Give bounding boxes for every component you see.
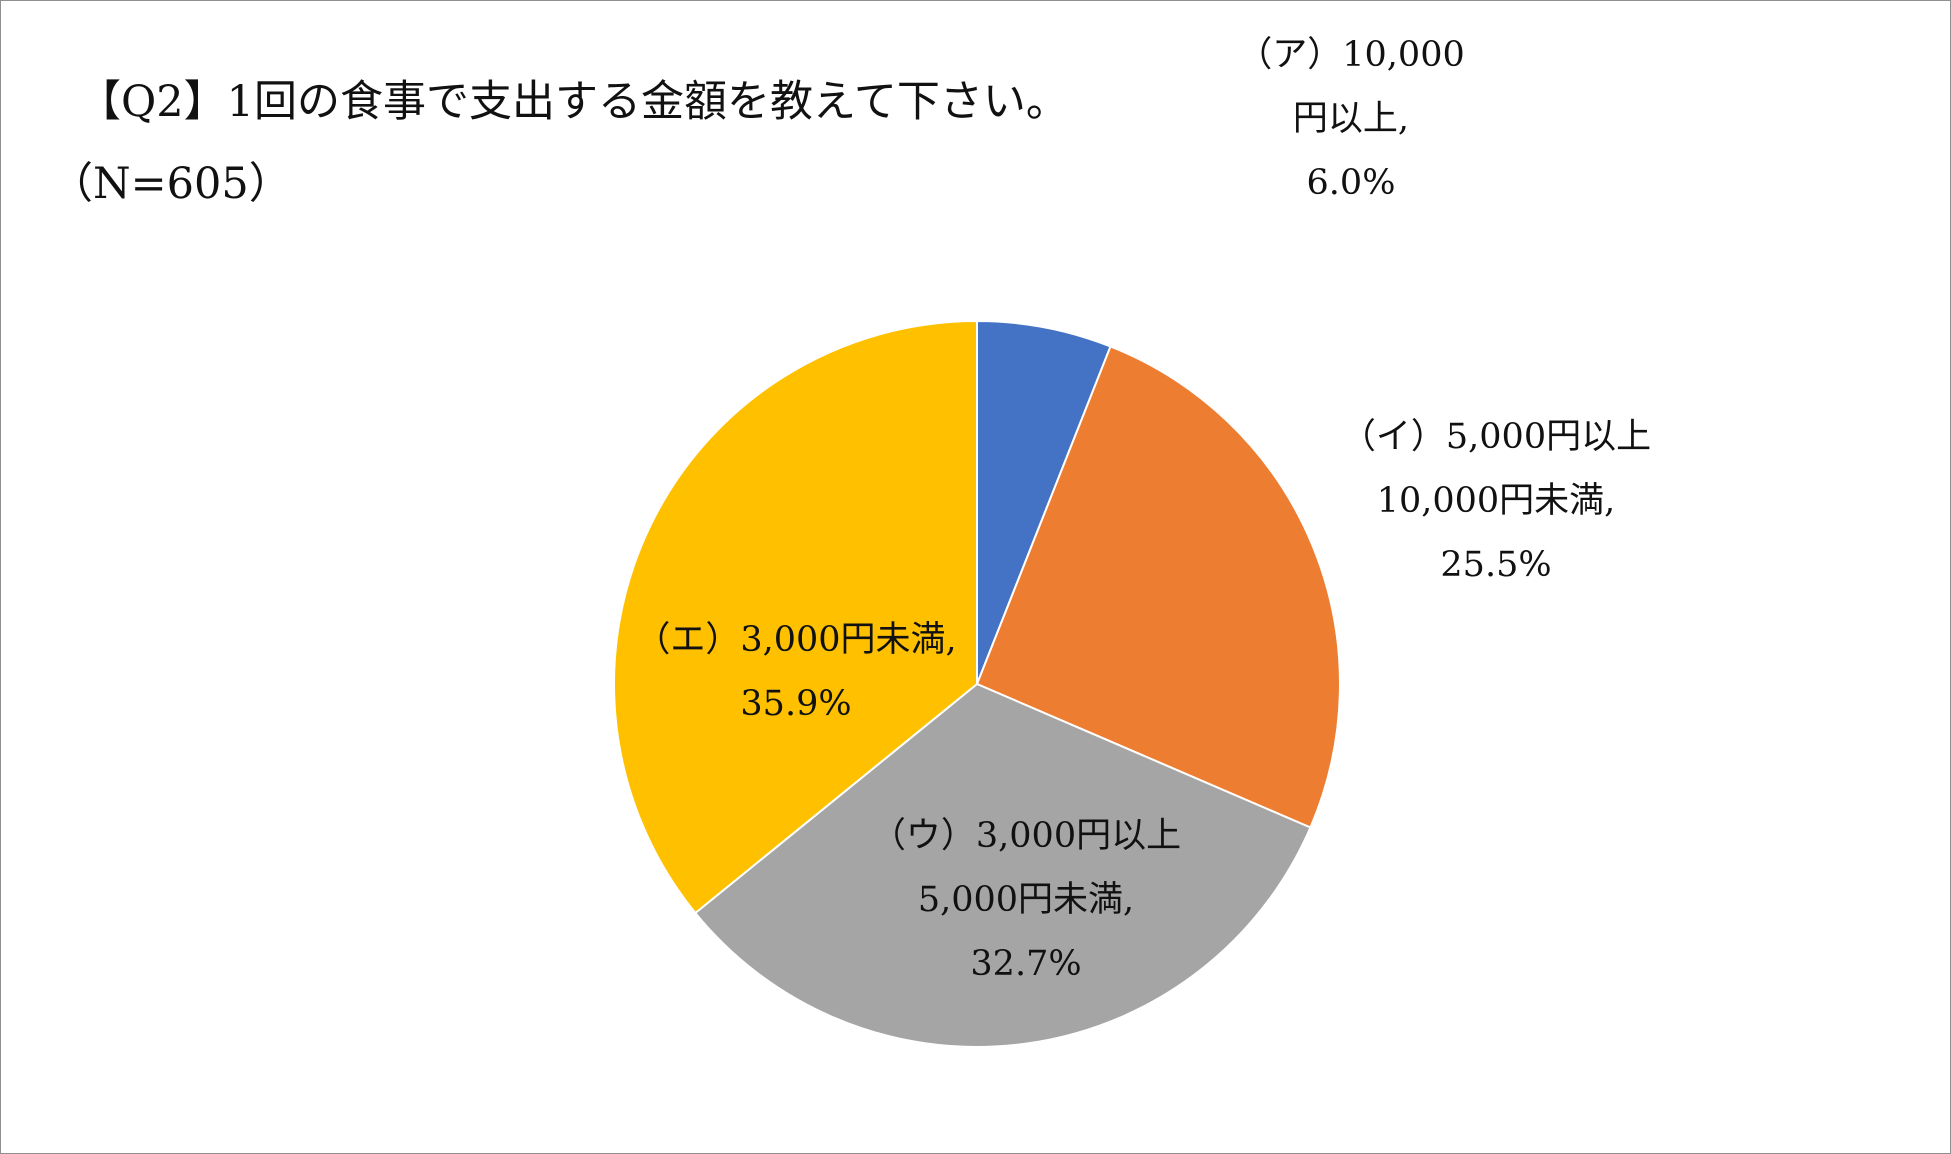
pie-label-3-line-2: 5,000円未満,: [918, 880, 1134, 920]
pie-slice-4: [613, 319, 978, 915]
pie-slice-1: [976, 319, 1112, 685]
pie-label-1: （ア）10,000 円以上, 6.0%: [1237, 35, 1464, 203]
pie-slice-2: [975, 345, 1341, 829]
pie-label-4-line-2: 35.9%: [740, 684, 851, 724]
pie-label-4: （エ）3,000円未満, 35.9%: [635, 620, 956, 724]
pie-label-3: （ウ）3,000円以上 5,000円未満, 32.7%: [871, 816, 1181, 984]
pie-label-2-line-2: 10,000円未満,: [1377, 481, 1616, 521]
pie-label-4-line-1: （エ）3,000円未満,: [635, 620, 956, 660]
pie-label-1-line-2: 円以上,: [1293, 99, 1409, 139]
pie-label-1-line-1: （ア）10,000: [1237, 35, 1464, 75]
pie-slices: [613, 319, 1341, 1048]
pie-label-1-line-3: 6.0%: [1307, 163, 1396, 203]
pie-labels: （ア）10,000 円以上, 6.0% （イ）5,000円以上 10,000円未満, 25…: [635, 35, 1651, 984]
pie-label-3-line-1: （ウ）3,000円以上: [871, 816, 1181, 856]
pie-label-2-line-3: 25.5%: [1440, 545, 1551, 585]
pie-slice-3: [693, 682, 1312, 1048]
chart-title: 【Q2】1回の食事で支出する金額を教えて下さい。: [78, 77, 1069, 127]
chart-subtitle: （N=605）: [50, 159, 292, 209]
pie-label-2-line-1: （イ）5,000円以上: [1341, 417, 1651, 457]
pie-label-3-line-3: 32.7%: [970, 944, 1081, 984]
pie-label-2: （イ）5,000円以上 10,000円未満, 25.5%: [1341, 417, 1651, 585]
